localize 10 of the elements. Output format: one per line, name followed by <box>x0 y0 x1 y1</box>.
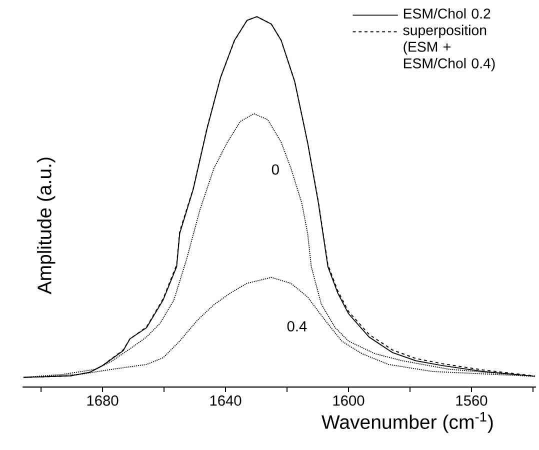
x-tick-label: 1680 <box>87 396 118 406</box>
x-tick-label: 1640 <box>210 396 242 406</box>
x-tick-label: 1560 <box>456 396 488 406</box>
legend-label: superposition (ESM + ESM/Chol 0.4) <box>403 24 495 72</box>
legend-label: ESM/Chol 0.2 <box>404 8 490 19</box>
y-axis-title: Amplitude (a.u.) <box>37 158 56 294</box>
x-tick-label: 1600 <box>333 396 364 406</box>
annotation: 0.4 <box>287 321 307 332</box>
x-axis-title: Wavenumber (cm$^{-1}$) <box>322 412 493 433</box>
annotation: 0 <box>272 164 279 175</box>
